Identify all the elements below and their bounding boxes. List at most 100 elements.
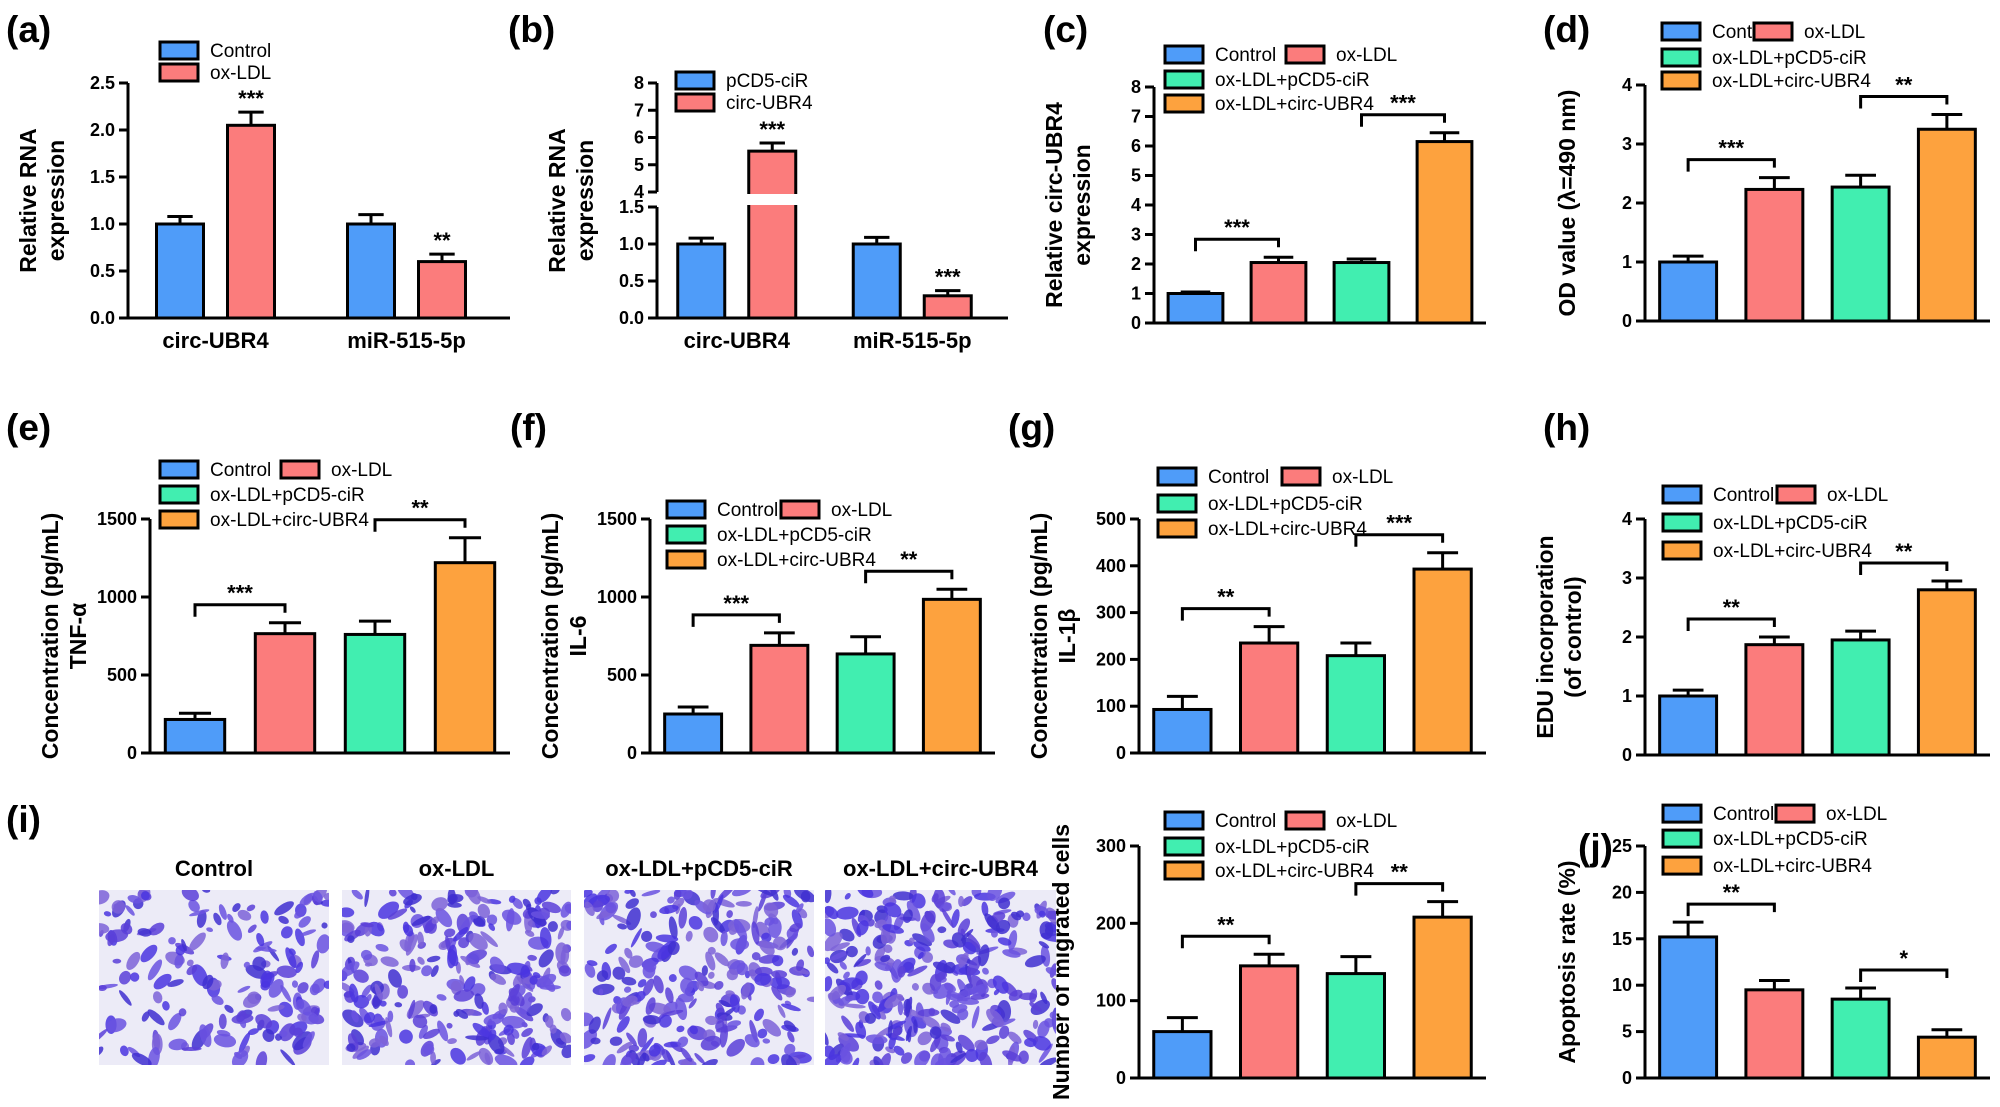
migrated-cell [668, 974, 677, 982]
migrated-cell [268, 978, 284, 998]
migrated-cell [950, 1052, 967, 1064]
significance-label: ** [1391, 860, 1409, 885]
migrated-cell [1002, 1050, 1022, 1062]
migrated-cell [839, 961, 847, 970]
migrated-cell [781, 1003, 801, 1012]
significance-label: *** [1386, 511, 1412, 536]
migrated-cell [825, 1045, 835, 1058]
legend-label: ox-LDL+circ-UBR4 [1208, 519, 1367, 540]
migrated-cell [979, 1051, 993, 1065]
migrated-cell [274, 901, 294, 916]
migrated-cell [131, 1052, 152, 1065]
bar [1325, 972, 1387, 1080]
migrated-cell [940, 1009, 961, 1024]
legend-label: Control [1215, 45, 1276, 66]
migrated-cell [137, 928, 152, 937]
y-tick-label: 1 [1131, 284, 1141, 304]
migrated-cell [714, 981, 724, 990]
migrated-cell [825, 932, 843, 952]
migrated-cell [726, 969, 739, 981]
migrated-cell [637, 1028, 648, 1048]
migrated-cell [168, 1013, 182, 1031]
migrated-cell [891, 1027, 902, 1039]
migrated-cell [455, 1008, 469, 1019]
legend-label: ox-LDL+pCD5-ciR [717, 525, 872, 546]
migrated-cell [188, 899, 200, 913]
migrated-cell [650, 911, 657, 918]
migrated-cell [549, 1024, 557, 1034]
migrated-cell [851, 1057, 860, 1065]
stained-cells [584, 890, 814, 1065]
bracket-line [1194, 237, 1280, 252]
migrated-cell [321, 922, 328, 929]
y-tick-label: 4 [1622, 509, 1632, 529]
y-axis-label: (of control) [1560, 576, 1586, 697]
migrated-cell [946, 990, 968, 1002]
legend-item: ox-LDL [1752, 21, 1865, 43]
migrated-cell [431, 916, 440, 925]
y-tick-label: 1500 [597, 509, 637, 529]
bar [163, 717, 227, 755]
y-tick-label: 0 [1116, 743, 1126, 763]
migrated-cell [714, 952, 730, 967]
migrated-cell [941, 908, 954, 928]
migrated-cell [168, 1038, 188, 1051]
legend-item: ox-LDL+pCD5-ciR [1163, 69, 1370, 91]
migrated-cell [524, 929, 535, 937]
migrated-cell [363, 1012, 376, 1024]
migrated-cell [642, 978, 655, 996]
migrated-cell [971, 1005, 980, 1029]
bar [417, 260, 467, 320]
legend-swatch [1163, 44, 1205, 65]
significance-label: *** [935, 265, 961, 290]
bar [1658, 935, 1719, 1080]
migrated-cell [990, 929, 998, 938]
migrated-cell [913, 941, 931, 952]
migrated-cell [238, 1032, 251, 1053]
micrograph-title: Control [175, 856, 253, 881]
significance-label: ** [900, 547, 918, 572]
migrated-cell [255, 1014, 273, 1029]
migrated-cell [279, 1030, 288, 1038]
migrated-cell [541, 1045, 552, 1056]
migrated-cell [243, 961, 250, 968]
migrated-cell [342, 907, 355, 918]
migrated-cell [320, 899, 329, 907]
migrated-cell [262, 1028, 275, 1042]
migrated-cell [998, 897, 1011, 910]
migrated-cell [584, 1012, 594, 1027]
migrated-cell [403, 893, 422, 906]
migrated-cell [784, 1043, 796, 1056]
bracket-line [1180, 934, 1271, 949]
migrated-cell [825, 976, 833, 992]
legend-item: ox-LDL+circ-UBR4 [1163, 93, 1374, 115]
bar [676, 242, 727, 320]
y-tick-label: 1500 [97, 509, 137, 529]
migrated-cell [826, 962, 839, 974]
legend-label: ox-LDL+pCD5-ciR [1208, 494, 1363, 515]
migrated-cell [893, 1045, 905, 1056]
legend: Control ox-LDL ox-LDL+pCD5-ciR ox-LDL+circ-… [1661, 484, 1888, 562]
migrated-cell [620, 1056, 632, 1065]
migrated-cell [906, 900, 921, 922]
bar [1830, 997, 1891, 1080]
migrated-cell [162, 1001, 170, 1011]
migrated-cell [1051, 1016, 1056, 1035]
migrated-cell [429, 1004, 438, 1014]
migrated-cell [309, 983, 320, 996]
migrated-cell [584, 890, 593, 898]
migrated-cell [349, 983, 359, 1003]
migrated-cell [598, 988, 604, 996]
legend-swatch [158, 62, 200, 83]
migrated-cell [1029, 988, 1038, 1004]
legend-item: ox-LDL+pCD5-ciR [1660, 47, 1867, 69]
migrated-cell [903, 909, 913, 923]
migrated-cell [855, 988, 870, 1005]
chart-panel-e: (e) Concentration (pg/mL) TNF-α Control ox-L… [6, 407, 510, 763]
y-tick-label: 2.5 [90, 73, 115, 93]
migrated-cell [550, 890, 560, 895]
migrated-cell [417, 956, 425, 965]
migrated-cell [364, 962, 373, 967]
y-axis-label: Concentration (pg/mL) [537, 513, 563, 760]
y-axis-label: Concentration (pg/mL) [1026, 513, 1052, 760]
